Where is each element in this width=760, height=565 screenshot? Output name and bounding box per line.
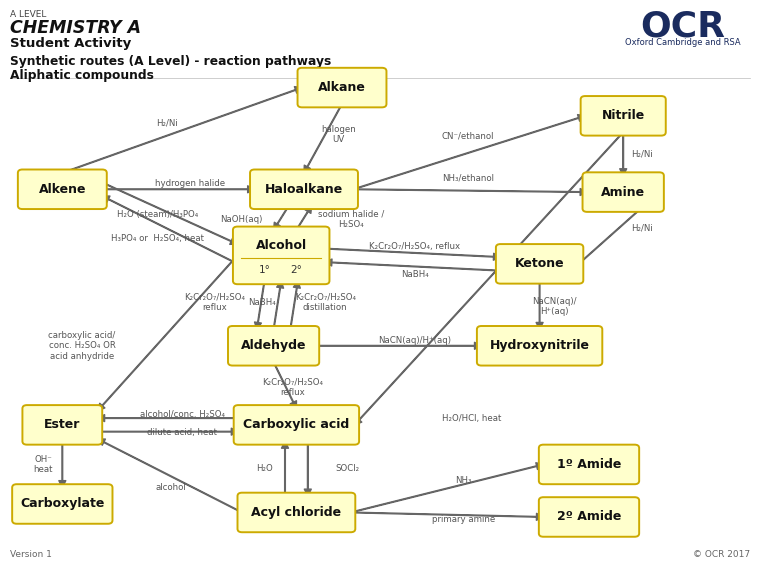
Text: CHEMISTRY A: CHEMISTRY A (10, 19, 141, 37)
FancyBboxPatch shape (539, 497, 639, 537)
Text: Ketone: Ketone (515, 257, 565, 271)
Text: halogen
UV: halogen UV (321, 125, 356, 144)
Text: © OCR 2017: © OCR 2017 (693, 550, 750, 559)
Text: 2°: 2° (290, 265, 302, 275)
Text: alcohol: alcohol (156, 483, 186, 492)
FancyBboxPatch shape (581, 96, 666, 136)
FancyBboxPatch shape (237, 493, 356, 532)
FancyArrowPatch shape (97, 439, 242, 513)
FancyBboxPatch shape (250, 170, 358, 209)
Text: NaBH₄: NaBH₄ (401, 270, 429, 279)
Text: 1°: 1° (258, 265, 271, 275)
FancyArrowPatch shape (353, 115, 585, 190)
FancyBboxPatch shape (228, 326, 319, 366)
FancyBboxPatch shape (477, 326, 602, 366)
FancyBboxPatch shape (582, 172, 663, 212)
FancyArrowPatch shape (304, 104, 342, 173)
Text: NaBH₄: NaBH₄ (249, 298, 276, 307)
Text: Aldehyde: Aldehyde (241, 339, 306, 353)
Text: Hydroxynitrile: Hydroxynitrile (489, 339, 590, 353)
Text: H₂O/HCl, heat: H₂O/HCl, heat (442, 414, 501, 423)
Text: Student Activity: Student Activity (10, 37, 131, 50)
FancyArrowPatch shape (354, 132, 623, 425)
Text: primary amine: primary amine (432, 515, 496, 524)
Text: Haloalkane: Haloalkane (265, 182, 343, 196)
Text: OH⁻
heat: OH⁻ heat (33, 455, 53, 474)
FancyArrowPatch shape (97, 428, 239, 435)
FancyBboxPatch shape (496, 244, 584, 284)
FancyArrowPatch shape (578, 192, 659, 264)
FancyArrowPatch shape (315, 342, 482, 349)
FancyArrowPatch shape (97, 255, 238, 411)
FancyArrowPatch shape (350, 463, 543, 513)
Text: H₂O: H₂O (256, 464, 273, 473)
FancyArrowPatch shape (59, 441, 66, 488)
Text: K₂Cr₂O₇/H₂SO₄
distillation: K₂Cr₂O₇/H₂SO₄ distillation (295, 293, 356, 312)
Text: 2º Amide: 2º Amide (557, 510, 621, 524)
Text: sodium halide /
H₂SO₄: sodium halide / H₂SO₄ (318, 210, 385, 229)
Text: CN⁻/ethanol: CN⁻/ethanol (442, 131, 495, 140)
FancyArrowPatch shape (325, 259, 501, 271)
FancyArrowPatch shape (102, 182, 237, 245)
Text: H₂/Ni: H₂/Ni (157, 118, 178, 127)
FancyArrowPatch shape (290, 281, 300, 329)
Text: SOCl₂: SOCl₂ (335, 464, 359, 473)
Text: Carboxylate: Carboxylate (20, 497, 105, 511)
FancyBboxPatch shape (539, 445, 639, 484)
FancyArrowPatch shape (62, 86, 302, 173)
Text: Version 1: Version 1 (10, 550, 52, 559)
Text: Synthetic routes (A Level) - reaction pathways: Synthetic routes (A Level) - reaction pa… (10, 55, 331, 68)
Text: Alkane: Alkane (318, 81, 366, 94)
FancyBboxPatch shape (233, 227, 329, 284)
Text: H₂/Ni: H₂/Ni (631, 223, 653, 232)
Text: OCR: OCR (640, 9, 725, 43)
Text: H₂/Ni: H₂/Ni (632, 150, 653, 159)
Text: NH₃: NH₃ (455, 476, 472, 485)
FancyArrowPatch shape (102, 186, 255, 193)
Text: K₂Cr₂O₇/H₂SO₄
reflux: K₂Cr₂O₇/H₂SO₄ reflux (184, 293, 245, 312)
Text: H₃PO₄ or  H₂SO₄, heat: H₃PO₄ or H₂SO₄, heat (111, 234, 204, 244)
FancyArrowPatch shape (350, 512, 543, 520)
FancyArrowPatch shape (304, 441, 312, 496)
Text: 1º Amide: 1º Amide (557, 458, 621, 471)
Text: NaCN(aq)/H⁺(aq): NaCN(aq)/H⁺(aq) (378, 336, 451, 345)
FancyBboxPatch shape (23, 405, 102, 445)
Text: NaCN(aq)/
H⁺(aq): NaCN(aq)/ H⁺(aq) (533, 297, 577, 316)
FancyArrowPatch shape (274, 362, 296, 408)
Text: Oxford Cambridge and RSA: Oxford Cambridge and RSA (625, 38, 740, 47)
FancyArrowPatch shape (274, 281, 283, 329)
Text: NaOH(aq): NaOH(aq) (220, 215, 263, 224)
Text: alcohol/conc. H₂SO₄: alcohol/conc. H₂SO₄ (140, 409, 225, 418)
Text: dilute acid, heat: dilute acid, heat (147, 428, 217, 437)
Text: A LEVEL: A LEVEL (10, 10, 46, 19)
Text: carboxylic acid/
conc. H₂SO₄ OR
acid anhydride: carboxylic acid/ conc. H₂SO₄ OR acid anh… (49, 331, 116, 360)
Text: H₂O (steam)/H₃PO₄: H₂O (steam)/H₃PO₄ (117, 210, 198, 219)
FancyArrowPatch shape (536, 280, 543, 329)
FancyArrowPatch shape (102, 196, 238, 264)
Text: K₂Cr₂O₇/H₂SO₄, reflux: K₂Cr₂O₇/H₂SO₄, reflux (369, 242, 461, 251)
FancyArrowPatch shape (281, 441, 289, 496)
FancyArrowPatch shape (619, 132, 627, 176)
FancyArrowPatch shape (353, 189, 587, 195)
FancyArrowPatch shape (97, 415, 239, 421)
Text: K₂Cr₂O₇/H₂SO₄
reflux: K₂Cr₂O₇/H₂SO₄ reflux (262, 377, 323, 397)
Text: Alcohol: Alcohol (255, 238, 307, 252)
FancyBboxPatch shape (18, 170, 106, 209)
Text: Alkene: Alkene (39, 182, 86, 196)
Text: Nitrile: Nitrile (602, 109, 644, 123)
Text: Ester: Ester (44, 418, 81, 432)
FancyArrowPatch shape (296, 206, 312, 230)
FancyArrowPatch shape (325, 248, 500, 260)
Text: Amine: Amine (601, 185, 645, 199)
FancyBboxPatch shape (298, 68, 386, 107)
FancyBboxPatch shape (234, 405, 359, 445)
Text: hydrogen halide: hydrogen halide (155, 179, 225, 188)
FancyArrowPatch shape (255, 281, 264, 329)
Text: NH₃/ethanol: NH₃/ethanol (442, 173, 494, 182)
Text: Aliphatic compounds: Aliphatic compounds (10, 69, 154, 82)
FancyArrowPatch shape (274, 206, 289, 230)
FancyBboxPatch shape (12, 484, 112, 524)
Text: Carboxylic acid: Carboxylic acid (243, 418, 350, 432)
Text: Acyl chloride: Acyl chloride (252, 506, 341, 519)
